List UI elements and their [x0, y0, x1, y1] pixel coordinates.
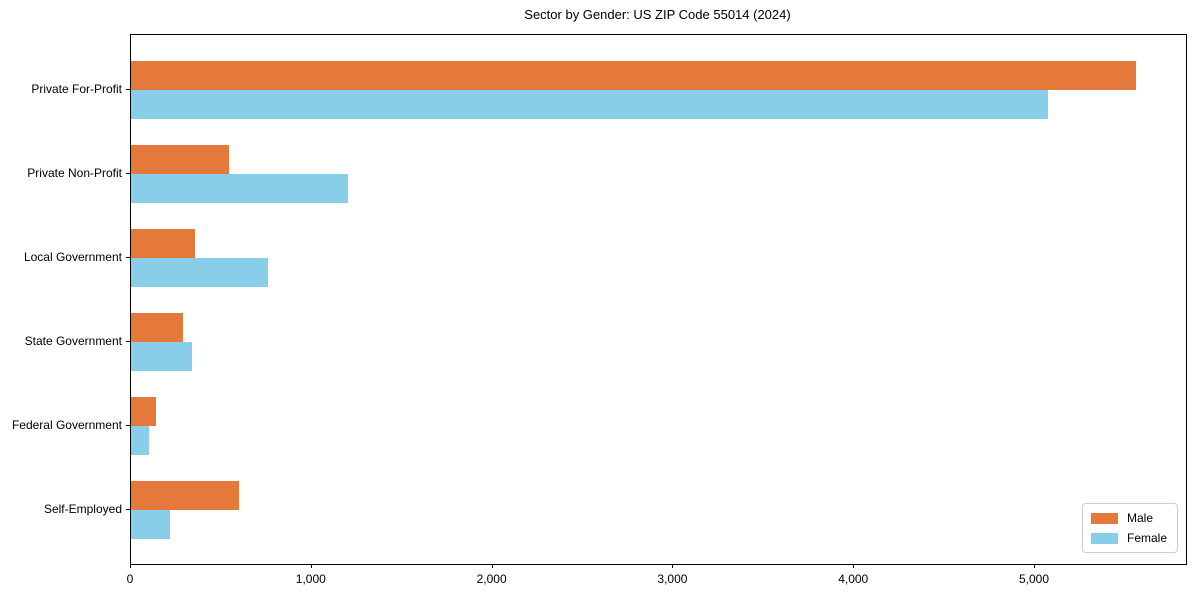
- chart-title: Sector by Gender: US ZIP Code 55014 (202…: [524, 7, 791, 22]
- y-tick-mark: [126, 509, 130, 510]
- bar-female-private-non-profit: [131, 173, 348, 203]
- bar-male-private-non-profit: [131, 144, 229, 174]
- y-tick-mark: [126, 172, 130, 174]
- legend-label-female: Female: [1126, 531, 1167, 545]
- y-axis-label-private-non-profit: Private Non-Profit: [27, 165, 122, 180]
- x-axis-label-2-000: 2,000: [476, 572, 507, 586]
- legend-swatch-male: [1090, 512, 1118, 524]
- y-axis-label-local-government: Local Government: [23, 249, 122, 264]
- y-tick-mark: [126, 424, 130, 426]
- legend-item-male: Male: [1090, 511, 1167, 525]
- bar-male-private-for-profit: [131, 60, 1137, 90]
- y-axis-label-federal-government: Federal Government: [11, 417, 122, 432]
- y-tick-mark: [126, 88, 130, 90]
- bar-male-federal-government: [131, 396, 157, 426]
- x-tick-mark: [1034, 564, 1036, 568]
- bar-female-self-employed: [131, 510, 170, 539]
- y-axis-label-self-employed: Self-Employed: [43, 502, 122, 516]
- legend-item-female: Female: [1090, 531, 1167, 545]
- y-axis-label-private-for-profit: Private For-Profit: [31, 81, 122, 96]
- x-axis-label-1-000: 1,000: [295, 572, 326, 586]
- bar-female-state-government: [131, 341, 192, 371]
- bar-male-local-government: [131, 228, 196, 258]
- y-tick-mark: [126, 256, 130, 258]
- x-axis-label-3-000: 3,000: [657, 572, 688, 586]
- bar-male-state-government: [131, 312, 184, 342]
- legend-label-male: Male: [1126, 511, 1153, 525]
- legend-swatch-female: [1090, 532, 1118, 544]
- y-axis-label-state-government: State Government: [24, 333, 122, 348]
- bar-female-local-government: [131, 257, 269, 287]
- x-tick-mark: [672, 564, 674, 568]
- x-tick-mark: [853, 564, 855, 568]
- plot-area: [130, 34, 1187, 565]
- x-tick-mark: [130, 564, 131, 568]
- legend: Male Female: [1081, 503, 1178, 553]
- bar-female-federal-government: [131, 425, 150, 455]
- x-axis-label-5-000: 5,000: [1019, 572, 1050, 586]
- x-tick-mark: [491, 564, 493, 568]
- bar-male-self-employed: [131, 481, 240, 510]
- x-axis-label-0: 0: [126, 572, 134, 586]
- y-tick-mark: [126, 340, 130, 342]
- bar-female-private-for-profit: [131, 89, 1048, 119]
- x-tick-mark: [310, 564, 312, 568]
- x-axis-label-4-000: 4,000: [838, 572, 869, 586]
